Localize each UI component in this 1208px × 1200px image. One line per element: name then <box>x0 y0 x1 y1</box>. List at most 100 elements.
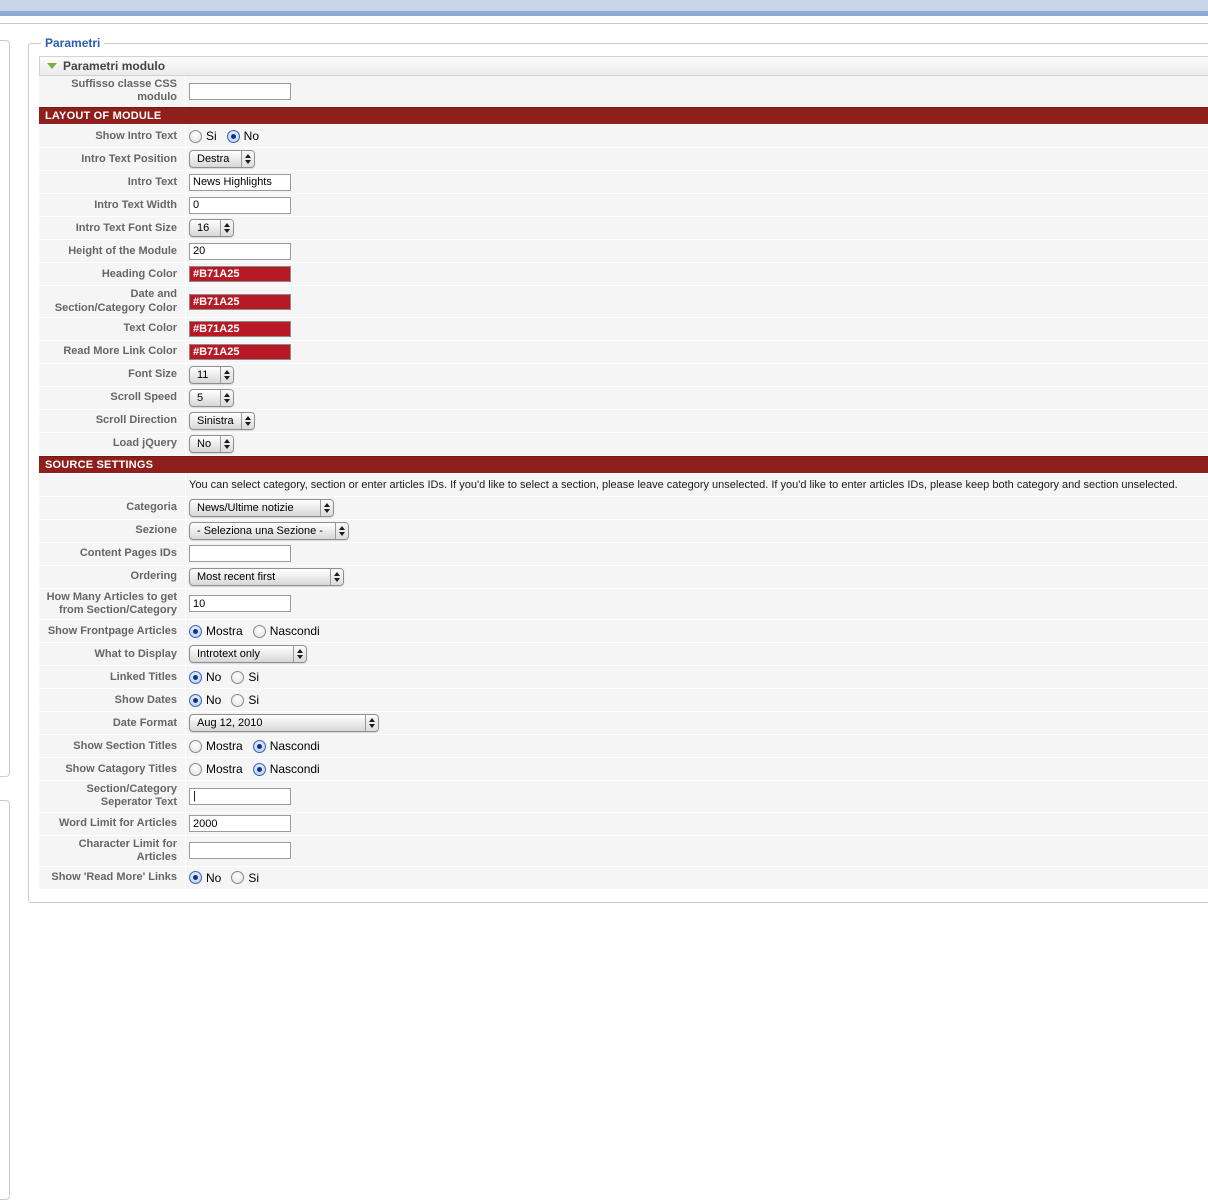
top-toolbar-remnant <box>0 0 1208 11</box>
radio-show-intro-text-si[interactable] <box>189 129 202 143</box>
select-font-size[interactable]: 11 <box>189 365 234 384</box>
arrow-up-icon <box>369 718 375 723</box>
select-what-to-display[interactable]: Introtext only <box>189 645 307 664</box>
radio-show-frontpage-articles-mostra[interactable] <box>189 624 202 638</box>
field-cell: 11 <box>186 364 1208 386</box>
field-cell: Introtext only <box>186 643 1208 665</box>
input-section-category-seperator-text[interactable] <box>189 787 291 805</box>
input-height-of-the-module[interactable] <box>189 242 291 260</box>
form-row: What to Display Introtext only <box>39 643 1208 666</box>
form-row: How Many Articles to get from Section/Ca… <box>39 588 1208 620</box>
input-intro-text-width[interactable] <box>189 196 291 214</box>
select-ordering[interactable]: Most recent first <box>189 567 344 586</box>
selected-option-label: Introtext only <box>197 648 260 661</box>
radio-show-catagory-titles-mostra[interactable] <box>189 762 202 776</box>
radio-option: Mostra <box>189 762 243 776</box>
select-stepper-icon <box>330 568 343 585</box>
field-cell: No Si <box>186 666 1208 688</box>
field-label: Show Catagory Titles <box>39 758 186 781</box>
radio-option-label: Si <box>248 693 260 708</box>
radio-option: Si <box>231 693 259 707</box>
color-input-date-and-section-category-color[interactable] <box>189 293 291 310</box>
radio-show-intro-text-no[interactable] <box>226 129 240 143</box>
input-word-limit-for-articles[interactable] <box>189 815 291 832</box>
selected-option-label: 11 <box>197 368 209 381</box>
radio-show-read-more-links-no[interactable] <box>189 871 202 885</box>
note-text: You can select category, section or ente… <box>189 478 1178 491</box>
left-cropped-panel <box>0 40 10 777</box>
selected-option-label: 16 <box>197 222 210 235</box>
field-label: Show Section Titles <box>39 735 186 758</box>
input-character-limit-for-articles[interactable] <box>189 842 291 860</box>
field-label: Suffisso classe CSS modulo <box>39 76 186 107</box>
select-scroll-speed[interactable]: 5 <box>189 388 234 407</box>
form-row: Linked Titles No Si <box>39 666 1208 689</box>
arrow-up-icon <box>245 415 251 420</box>
select-scroll-direction[interactable]: Sinistra <box>189 411 255 430</box>
color-input-text-color[interactable] <box>189 320 291 337</box>
form-row: Show Catagory Titles Mostra Nascondi <box>39 758 1208 781</box>
form-row: Section/Category Seperator Text <box>39 781 1208 812</box>
input-how-many-articles[interactable] <box>189 595 291 613</box>
arrow-up-icon <box>224 392 230 397</box>
form-row: Date Format Aug 12, 2010 <box>39 712 1208 735</box>
form-row: Intro Text Font Size 16 <box>39 217 1208 240</box>
select-load-jquery[interactable]: No <box>189 434 234 453</box>
arrow-down-icon <box>297 655 303 660</box>
color-input-read-more-link-color[interactable] <box>189 343 291 360</box>
form-row: Heading Color <box>39 263 1208 286</box>
field-cell <box>186 318 1208 340</box>
radio-show-section-titles-mostra[interactable] <box>189 739 202 753</box>
field-cell <box>186 194 1208 216</box>
radio-option: No <box>189 670 221 684</box>
field-cell: - Seleziona una Sezione - <box>186 520 1208 542</box>
radio-show-section-titles-nascondi[interactable] <box>252 739 266 753</box>
radio-group-show-read-more-links: No Si <box>189 871 265 885</box>
field-cell: Sinistra <box>186 410 1208 432</box>
module-params-header[interactable]: Parametri modulo <box>39 56 1208 76</box>
select-stepper-icon <box>365 715 378 732</box>
field-cell <box>186 263 1208 285</box>
field-label: Scroll Direction <box>39 409 186 432</box>
input-content-pages-ids[interactable] <box>189 545 291 563</box>
radio-option: Nascondi <box>252 762 320 776</box>
radio-option-label: Nascondi <box>269 739 320 754</box>
radio-linked-titles-si[interactable] <box>231 670 245 684</box>
field-cell <box>186 171 1208 193</box>
form-row: Character Limit for Articles <box>39 835 1208 866</box>
radio-option: Mostra <box>189 739 243 753</box>
field-cell <box>186 240 1208 262</box>
radio-show-frontpage-articles-nascondi[interactable] <box>252 624 266 638</box>
input-intro-text[interactable] <box>189 173 291 191</box>
field-label: Load jQuery <box>39 432 186 455</box>
select-categoria[interactable]: News/Ultime notizie <box>189 498 334 517</box>
radio-show-dates-no[interactable] <box>189 693 202 707</box>
select-intro-text-font-size[interactable]: 16 <box>189 219 234 238</box>
input-suffisso-classe-css-modulo[interactable] <box>189 82 291 100</box>
field-label: Content Pages IDs <box>39 542 186 565</box>
select-sezione[interactable]: - Seleziona una Sezione - <box>189 521 349 540</box>
field-label: Categoria <box>39 496 186 519</box>
radio-show-dates-si[interactable] <box>231 693 245 707</box>
radio-option: Si <box>231 871 259 885</box>
radio-linked-titles-no[interactable] <box>189 670 202 684</box>
section-header-bar: SOURCE SETTINGS <box>39 455 1208 473</box>
radio-option: Si <box>231 670 259 684</box>
note-cell: You can select category, section or ente… <box>186 474 1208 496</box>
field-cell <box>186 341 1208 363</box>
field-cell: Destra <box>186 148 1208 170</box>
select-intro-text-position[interactable]: Destra <box>189 150 255 169</box>
selected-option-label: 5 <box>197 391 204 404</box>
form-row: Show 'Read More' Links No Si <box>39 866 1208 889</box>
form-row: Show Frontpage Articles Mostra Nascondi <box>39 620 1208 643</box>
color-input-heading-color[interactable] <box>189 266 291 283</box>
form-row: Sezione - Seleziona una Sezione - <box>39 519 1208 542</box>
selected-option-label: Aug 12, 2010 <box>197 717 263 730</box>
form-row: Intro Text Width <box>39 194 1208 217</box>
form-row: Content Pages IDs <box>39 542 1208 565</box>
select-date-format[interactable]: Aug 12, 2010 <box>189 714 379 733</box>
radio-show-catagory-titles-nascondi[interactable] <box>252 762 266 776</box>
radio-show-read-more-links-si[interactable] <box>231 871 245 885</box>
field-cell: Si No <box>186 125 1208 147</box>
field-label: Sezione <box>39 519 186 542</box>
